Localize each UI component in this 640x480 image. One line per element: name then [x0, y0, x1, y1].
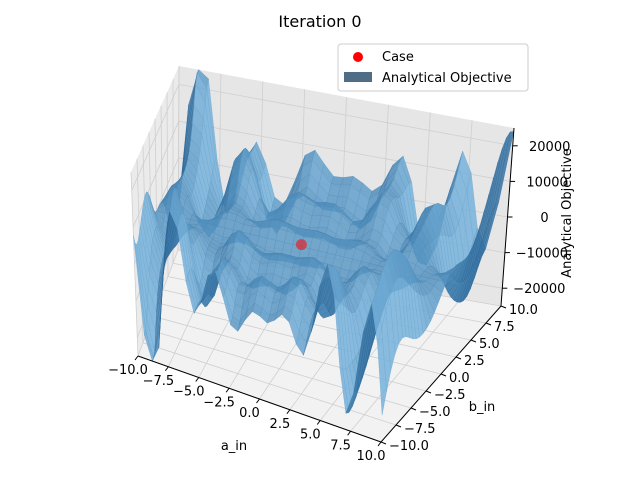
y-tick-mark [410, 407, 417, 411]
x-tick-mark [164, 366, 169, 372]
x-tick-mark [316, 420, 321, 425]
y-tick-mark [500, 305, 507, 309]
y-tick-mark [395, 424, 402, 428]
y-tick-mark [470, 339, 477, 343]
x-tick-mark [256, 398, 260, 404]
y-tick-label: −5.0 [419, 405, 451, 420]
x-axis-label: a_in [221, 439, 247, 454]
legend-case-marker [353, 52, 363, 62]
y-tick-label: 5.0 [479, 337, 500, 352]
y-tick-label: 0.0 [449, 371, 470, 386]
z-tick-label: 20000 [529, 140, 570, 155]
case-marker [295, 239, 307, 251]
y-tick-mark [440, 373, 447, 377]
x-tick-mark [347, 430, 352, 436]
y-tick-mark [485, 322, 492, 326]
grid-line-y [136, 158, 397, 426]
z-tick-label: 10000 [526, 175, 567, 190]
x-tick-mark [225, 387, 230, 393]
z-tick-label: 0 [540, 211, 548, 226]
legend-surface-marker [344, 72, 372, 82]
y-axis-label: b_in [469, 400, 496, 415]
y-tick-label: 10.0 [509, 303, 538, 318]
x-tick-mark [134, 355, 139, 361]
legend-surface-label: Analytical Objective [382, 71, 512, 86]
case-point [295, 239, 307, 251]
x-tick-label: −7.5 [143, 374, 175, 389]
x-tick-label: 0.0 [239, 406, 260, 421]
z-axis-label: Analytical Objective [560, 148, 575, 278]
x-tick-label: −2.5 [203, 395, 235, 410]
x-tick-label: 10.0 [357, 449, 386, 464]
surface-plot [133, 69, 514, 416]
z-tick-label: −10000 [516, 247, 568, 262]
x-tick-label: 7.5 [330, 438, 351, 453]
y-tick-label: −10.0 [389, 439, 429, 454]
x-tick-label: −5.0 [173, 385, 205, 400]
y-tick-mark [455, 356, 462, 360]
tick-labels: −10.0−7.5−5.0−2.50.02.55.07.510.0−10.0−7… [108, 140, 570, 464]
surface-patch [377, 328, 387, 416]
y-tick-mark [380, 441, 387, 445]
y-tick-label: 7.5 [494, 320, 515, 335]
x-tick-mark [377, 441, 382, 447]
x-tick-mark [195, 377, 200, 382]
legend-frame [337, 43, 529, 92]
x-tick-label: 2.5 [270, 417, 291, 432]
x-tick-mark [286, 409, 291, 415]
y-tick-label: −7.5 [404, 422, 436, 437]
grid-line-z [131, 83, 513, 191]
y-tick-mark [425, 390, 432, 394]
x-tick-label: −10.0 [108, 363, 148, 378]
y-tick-label: −2.5 [434, 388, 466, 403]
legend-case-label: Case [382, 50, 414, 65]
legend: Case Analytical Objective [337, 43, 529, 92]
z-tick-label: −20000 [513, 282, 565, 297]
chart-title: Iteration 0 [278, 12, 361, 31]
x-tick-label: 5.0 [300, 428, 321, 443]
y-tick-label: 2.5 [464, 354, 485, 369]
